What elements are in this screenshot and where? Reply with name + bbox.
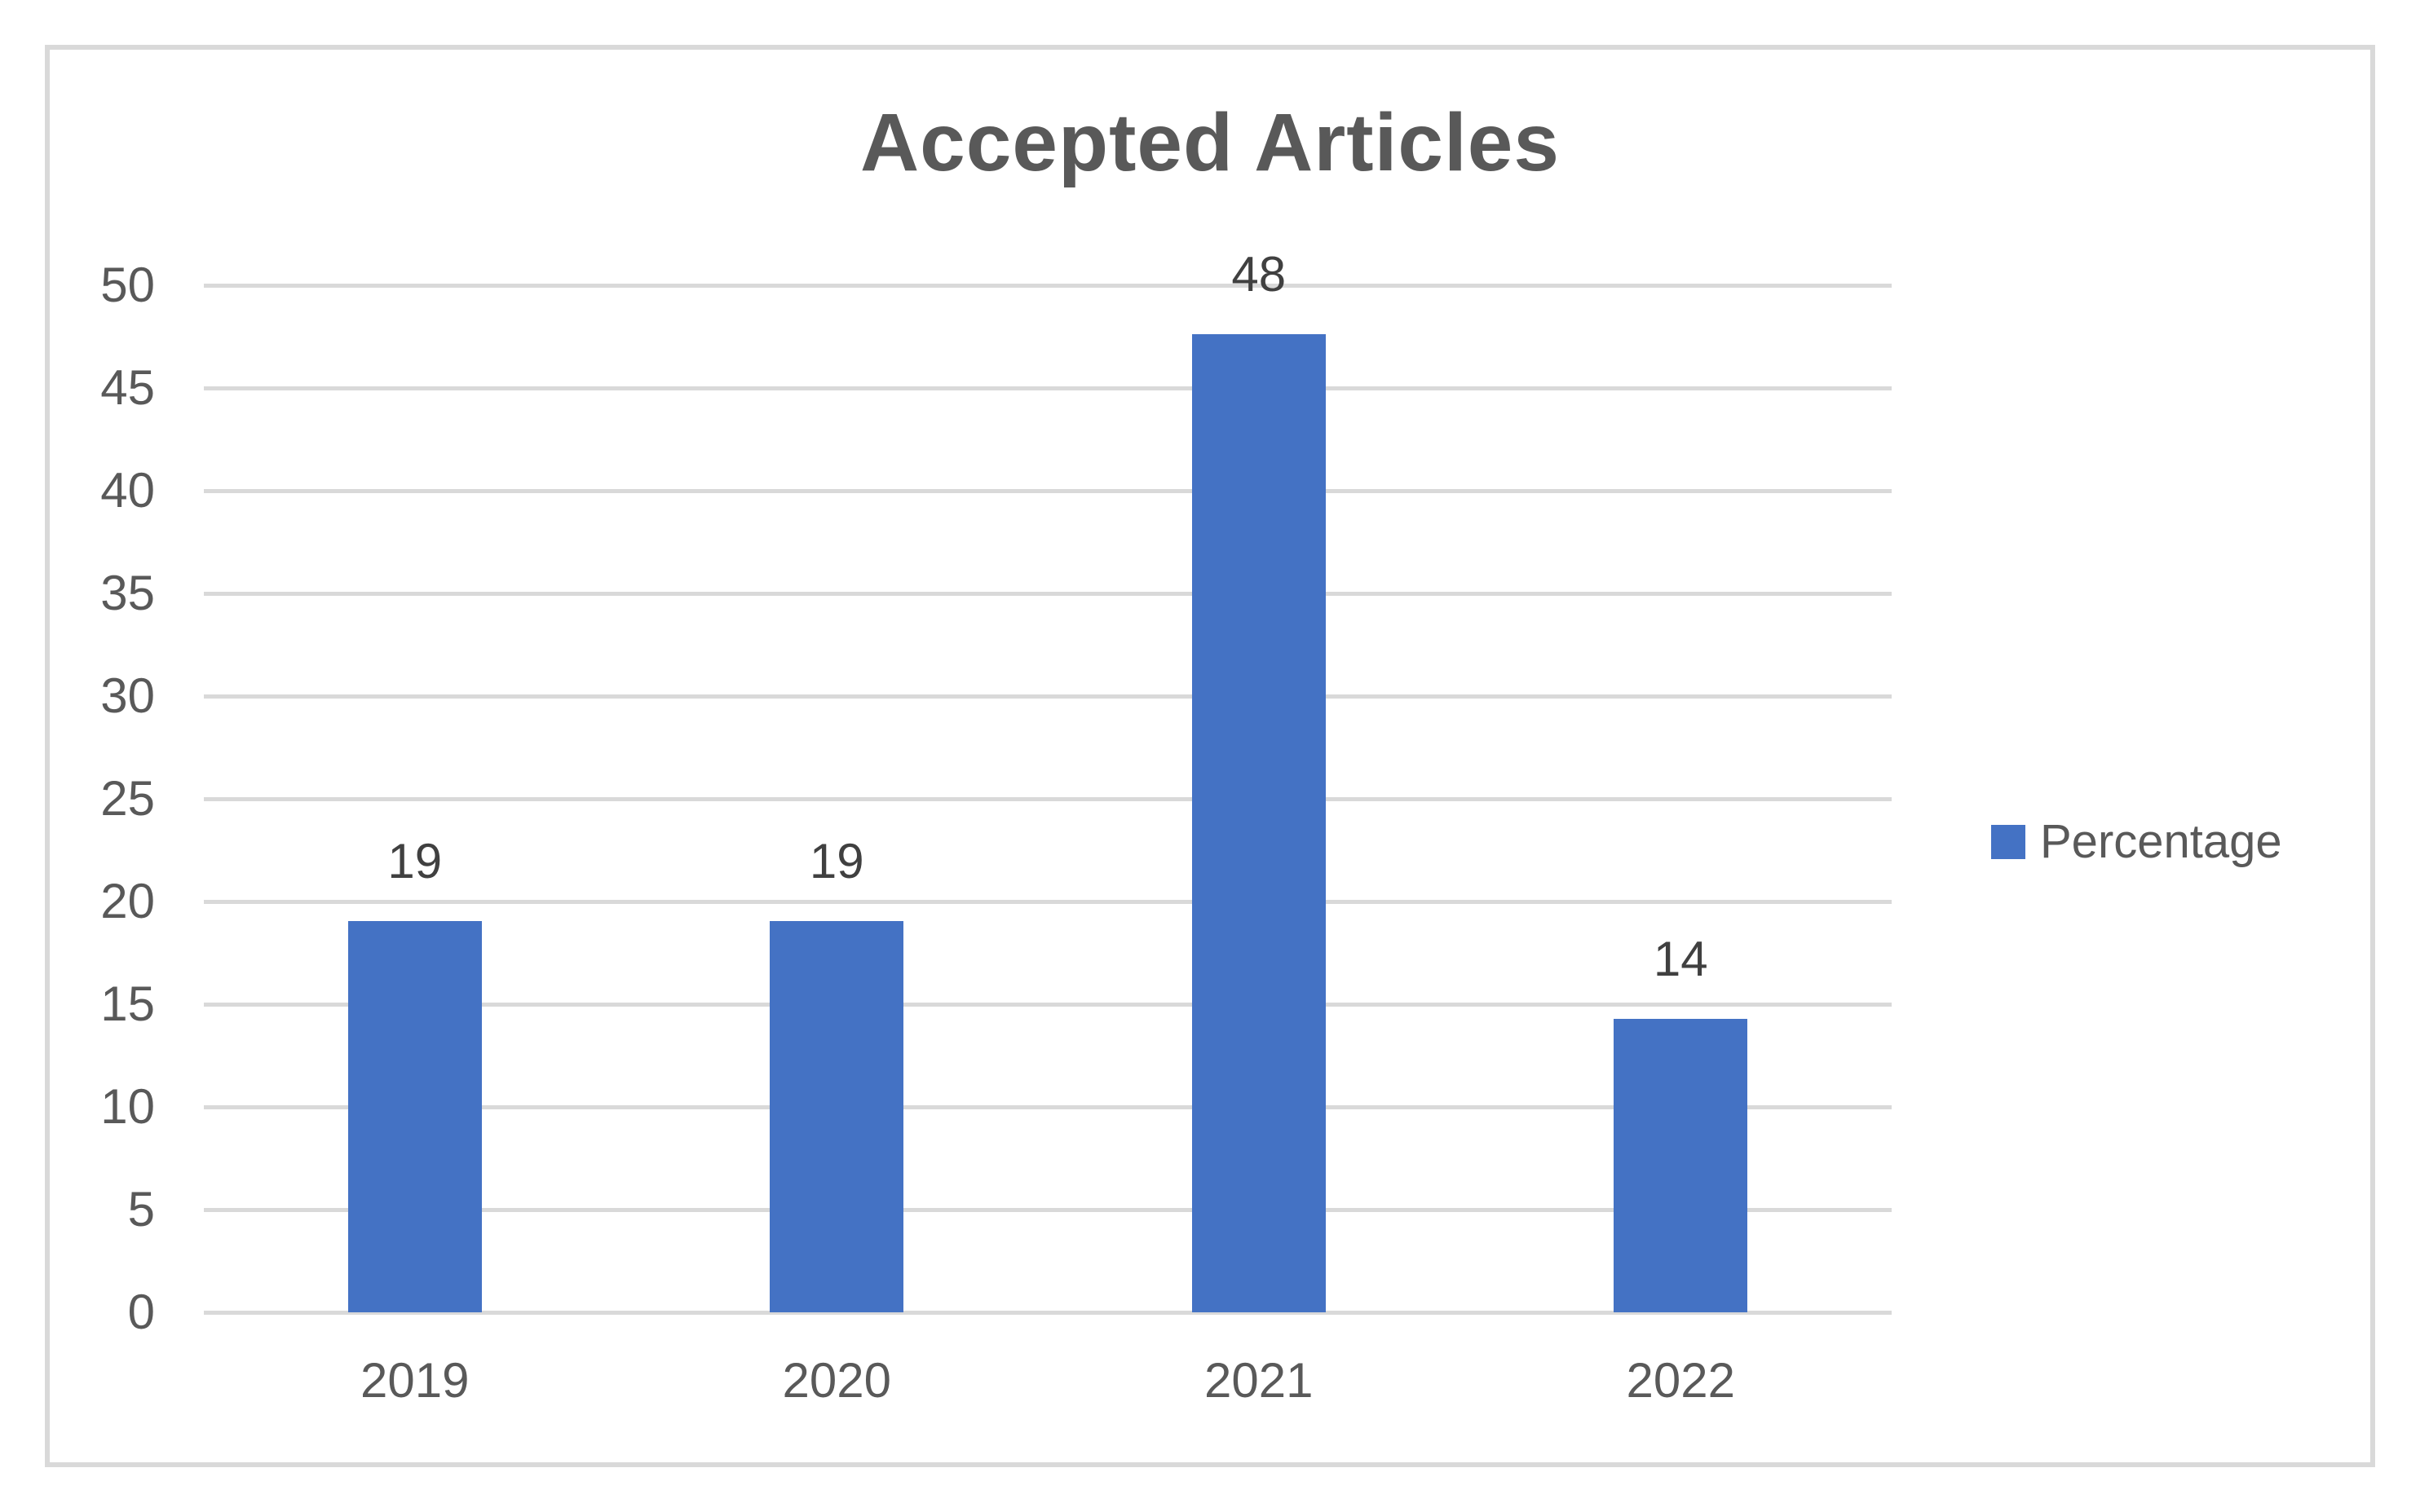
- gridline-20: [204, 899, 1892, 904]
- y-axis-tick-label-50: 50: [100, 258, 155, 312]
- gridline-30: [204, 694, 1892, 699]
- x-axis-tick-label-2020: 2020: [782, 1353, 891, 1408]
- gridline-10: [204, 1104, 1892, 1109]
- gridline-25: [204, 796, 1892, 801]
- legend-swatch-icon: [1991, 825, 2025, 859]
- y-axis-tick-label-0: 0: [127, 1285, 155, 1339]
- gridline-40: [204, 488, 1892, 493]
- x-axis-tick-label-2021: 2021: [1204, 1353, 1314, 1408]
- data-label-2020: 19: [809, 833, 864, 888]
- x-axis-tick-label-2022: 2022: [1626, 1353, 1735, 1408]
- gridline-35: [204, 591, 1892, 596]
- y-axis-tick-label-5: 5: [127, 1182, 155, 1236]
- gridline-5: [204, 1207, 1892, 1212]
- bar-slot-2019: 19: [204, 285, 626, 1312]
- x-axis: 2019 2020 2021 2022: [204, 1351, 1892, 1417]
- gridline-45: [204, 386, 1892, 390]
- bar-slot-2022: 14: [1470, 285, 1892, 1312]
- bar-2021: [1191, 333, 1326, 1312]
- y-axis-tick-label-40: 40: [100, 463, 155, 518]
- gridline-50: [204, 283, 1892, 288]
- chart-title: Accepted Articles: [859, 97, 1561, 188]
- y-axis-tick-label-20: 20: [100, 874, 155, 928]
- gridline-15: [204, 1002, 1892, 1007]
- y-axis: 0 5 10 15 20 25 30 35 40 45 50: [49, 261, 155, 1337]
- bar-2022: [1614, 1018, 1748, 1312]
- legend: Percentage: [1991, 818, 2282, 866]
- data-label-2021: 48: [1231, 246, 1287, 302]
- gridline-0: [204, 1310, 1892, 1315]
- bar-2020: [770, 920, 904, 1312]
- y-axis-tick-label-10: 10: [100, 1079, 155, 1134]
- y-axis-tick-label-45: 45: [100, 360, 155, 415]
- y-axis-tick-label-15: 15: [100, 976, 155, 1031]
- x-axis-tick-label-2019: 2019: [360, 1353, 470, 1408]
- y-axis-tick-label-35: 35: [100, 566, 155, 620]
- legend-label: Percentage: [2040, 815, 2282, 868]
- y-axis-tick-label-30: 30: [100, 668, 155, 723]
- y-axis-tick-label-25: 25: [100, 771, 155, 826]
- plot-area: 19 19 48 14: [204, 247, 1892, 1315]
- bar-2019: [347, 920, 482, 1312]
- data-label-2019: 19: [387, 833, 443, 888]
- bar-slot-2020: 19: [626, 285, 1049, 1312]
- data-label-2022: 14: [1653, 931, 1708, 986]
- bar-slot-2021: 48: [1048, 247, 1470, 1312]
